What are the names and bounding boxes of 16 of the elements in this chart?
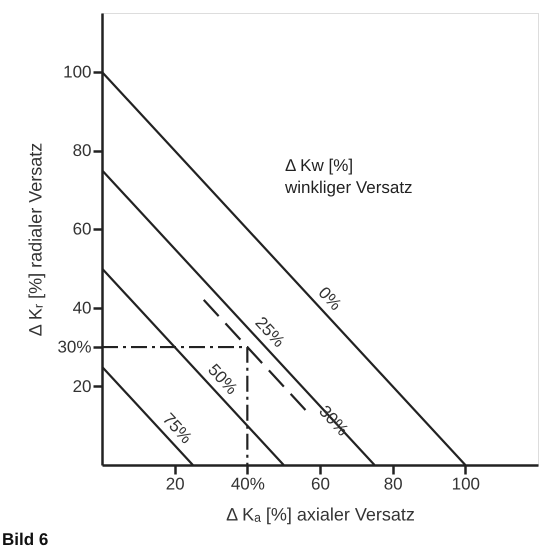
annotation: Δ Kw [%] winkliger Versatz (284, 156, 413, 197)
x-tick-label: 80 (384, 474, 403, 494)
x-tick-label: 60 (311, 474, 330, 494)
y-axis-title: Δ Kᵣ [%] radialer Versatz (25, 142, 46, 336)
x-axis-title: Δ Kₐ [%] axialer Versatz (226, 504, 415, 524)
x-tick-label: 40% (230, 474, 265, 494)
y-tick-label: 60 (72, 220, 92, 239)
y-tick-label: 20 (72, 376, 92, 396)
x-tick-label: 100 (452, 474, 480, 494)
text: 0% (314, 283, 346, 314)
y-tick-label: 80 (72, 141, 92, 160)
y-tick-label: 30% (57, 338, 92, 357)
x-tick-label: 20 (166, 474, 185, 494)
y-tick-label: 100 (63, 62, 92, 82)
text: Bild 6 (2, 530, 48, 549)
y-tick-label: 40 (72, 298, 92, 318)
